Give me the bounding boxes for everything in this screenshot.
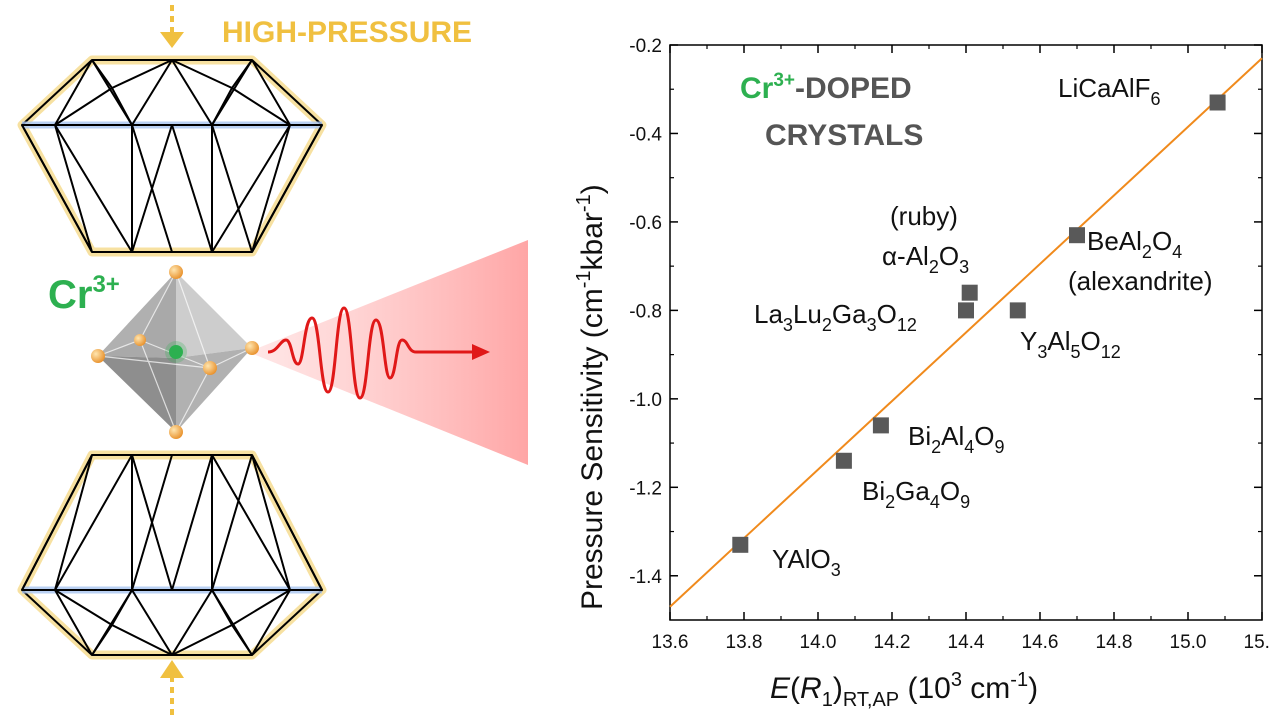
data-point-marker — [872, 417, 889, 434]
x-tick-label: 15.0 — [1170, 632, 1207, 653]
ligand-atoms — [91, 265, 259, 439]
y-tick-label: -1.0 — [629, 390, 662, 411]
label-bi2ga4o9: Bi2Ga4O9 — [862, 476, 970, 512]
y-tick-label: -0.6 — [629, 213, 662, 234]
emission-beam — [248, 240, 528, 465]
fit-line-layer — [669, 57, 1263, 608]
axis-ticks: 13.6 13.8 14.0 14.2 14.4 14.6 14.8 15.0 15.2 -0.2… — [629, 36, 1270, 653]
pressure-arrow-bottom — [160, 660, 184, 715]
pressure-sensitivity-chart: 13.6 13.8 14.0 14.2 14.4 14.6 14.8 15.0 15.2 -0.2… — [573, 36, 1270, 710]
label-licaalf6: LiCaAlF6 — [1058, 73, 1161, 109]
data-point-marker — [1209, 94, 1226, 111]
data-points — [732, 94, 1226, 553]
data-point-marker — [732, 536, 749, 553]
label-yalo3: YAlO3 — [772, 544, 841, 580]
diamond-anvil-illustration: HIGH-PRESSURE — [17, 5, 528, 715]
x-tick-label: 15.2 — [1244, 632, 1270, 653]
data-point-marker — [835, 452, 852, 469]
y-tick-label: -0.2 — [629, 36, 662, 57]
x-tick-label: 14.6 — [1022, 632, 1059, 653]
label-alpha-al2o3: α-Al2O3 — [882, 241, 969, 277]
y-axis-title: Pressure Sensitivity (cm-1kbar-1) — [573, 184, 609, 610]
data-point-marker — [961, 284, 978, 301]
y-tick-label: -0.4 — [629, 124, 662, 145]
x-tick-label: 14.8 — [1096, 632, 1133, 653]
label-y3al5o12: Y3Al5O12 — [1020, 326, 1121, 362]
cr-octahedron — [97, 271, 253, 433]
x-tick-label: 14.0 — [800, 632, 837, 653]
label-ruby: (ruby) — [890, 201, 958, 231]
top-diamond — [17, 55, 327, 257]
label-beal2o4: BeAl2O4 — [1087, 226, 1182, 262]
y-tick-label: -0.8 — [629, 301, 662, 322]
bottom-diamond — [17, 450, 327, 660]
label-bi2al4o9: Bi2Al4O9 — [908, 421, 1005, 457]
pressure-arrow-top — [160, 5, 184, 48]
emission-wave — [267, 306, 476, 400]
ion-label: Cr3+ — [48, 271, 120, 317]
linear-fit-line — [669, 57, 1263, 608]
y-tick-label: -1.2 — [629, 478, 662, 499]
x-axis-title: E(R1)RT,AP (103 cm-1) — [770, 669, 1038, 710]
x-tick-label: 13.8 — [726, 632, 763, 653]
x-tick-label: 13.6 — [652, 632, 689, 653]
y-tick-label: -1.4 — [629, 567, 662, 588]
x-tick-label: 14.2 — [874, 632, 911, 653]
inset-title-line1: Cr3+-DOPED — [740, 70, 912, 105]
inset-title-line2: CRYSTALS — [765, 119, 923, 152]
x-tick-label: 14.4 — [948, 632, 985, 653]
label-la3lu2ga3o12: La3Lu2Ga3O12 — [754, 299, 917, 335]
high-pressure-label: HIGH-PRESSURE — [222, 16, 472, 49]
emission-arrowhead — [472, 344, 490, 360]
data-point-marker — [1069, 227, 1085, 244]
data-point-marker — [958, 302, 974, 319]
label-alexandrite: (alexandrite) — [1068, 266, 1213, 296]
data-point-marker — [1009, 302, 1026, 319]
